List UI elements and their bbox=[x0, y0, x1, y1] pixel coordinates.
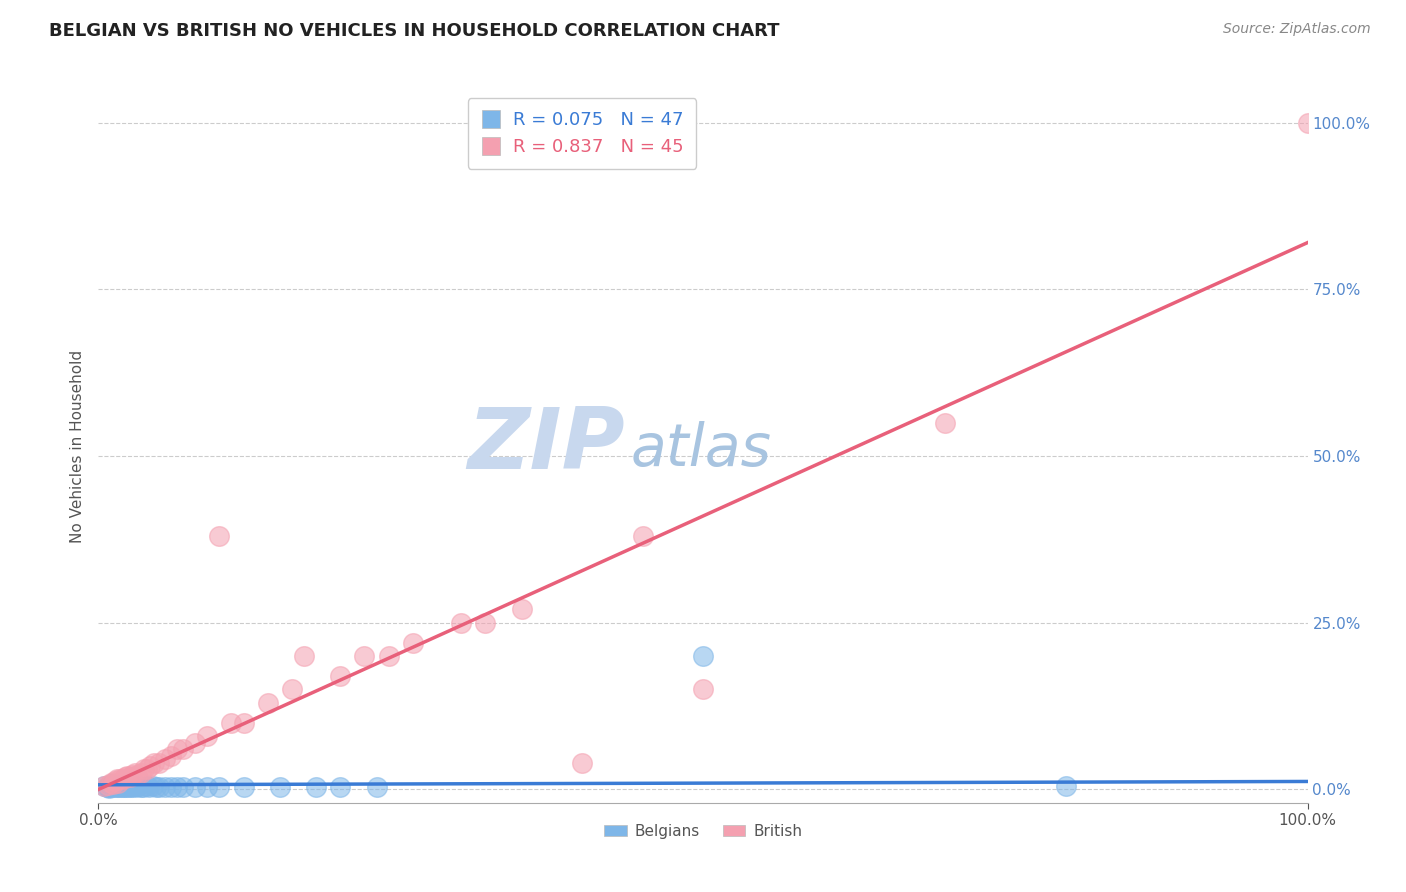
Point bbox=[142, 779, 165, 793]
Text: BELGIAN VS BRITISH NO VEHICLES IN HOUSEHOLD CORRELATION CHART: BELGIAN VS BRITISH NO VEHICLES IN HOUSEH… bbox=[49, 22, 780, 40]
Point bbox=[1296, 115, 1319, 129]
Point bbox=[366, 780, 388, 795]
Point bbox=[160, 780, 183, 794]
Text: Source: ZipAtlas.com: Source: ZipAtlas.com bbox=[1223, 22, 1371, 37]
Point bbox=[115, 779, 138, 793]
Point bbox=[129, 765, 152, 780]
Point bbox=[139, 759, 162, 773]
Point bbox=[510, 602, 533, 616]
Point bbox=[153, 752, 176, 766]
Point bbox=[125, 780, 148, 794]
Point bbox=[195, 729, 218, 743]
Text: ZIP: ZIP bbox=[467, 404, 624, 488]
Point bbox=[114, 780, 136, 794]
Point bbox=[221, 715, 243, 730]
Point bbox=[195, 780, 218, 795]
Point bbox=[107, 780, 129, 795]
Point bbox=[96, 780, 118, 795]
Point bbox=[110, 780, 132, 794]
Point bbox=[1054, 779, 1077, 793]
Point bbox=[127, 768, 149, 782]
Point bbox=[135, 763, 157, 777]
Point bbox=[474, 615, 496, 630]
Point bbox=[305, 780, 328, 795]
Point bbox=[208, 529, 231, 543]
Point bbox=[104, 779, 127, 793]
Point bbox=[402, 636, 425, 650]
Point bbox=[329, 780, 352, 795]
Point bbox=[93, 779, 115, 793]
Point bbox=[353, 649, 375, 664]
Point bbox=[256, 696, 278, 710]
Point bbox=[118, 771, 141, 785]
Point bbox=[631, 529, 654, 543]
Point bbox=[692, 682, 714, 697]
Point bbox=[100, 776, 122, 790]
Point bbox=[101, 777, 124, 791]
Point bbox=[121, 768, 143, 782]
Point bbox=[269, 780, 291, 795]
Point bbox=[692, 649, 714, 664]
Point bbox=[138, 780, 160, 794]
Point bbox=[450, 615, 472, 630]
Point bbox=[166, 780, 188, 794]
Point bbox=[100, 777, 122, 791]
Point bbox=[108, 772, 131, 787]
Point bbox=[571, 756, 593, 770]
Point bbox=[104, 774, 127, 789]
Point bbox=[118, 780, 141, 794]
Point bbox=[124, 779, 146, 793]
Text: atlas: atlas bbox=[630, 421, 772, 478]
Point bbox=[208, 780, 231, 795]
Point bbox=[127, 779, 149, 793]
Point bbox=[135, 779, 157, 793]
Point bbox=[184, 780, 207, 794]
Point bbox=[107, 776, 129, 790]
Point bbox=[118, 779, 141, 793]
Point bbox=[97, 779, 120, 793]
Point bbox=[100, 780, 122, 795]
Point bbox=[329, 669, 352, 683]
Point bbox=[108, 779, 131, 793]
Point bbox=[114, 771, 136, 785]
Point bbox=[98, 781, 121, 796]
Point bbox=[166, 742, 188, 756]
Point bbox=[232, 715, 254, 730]
Point bbox=[281, 682, 304, 697]
Point bbox=[93, 779, 115, 793]
Point bbox=[292, 649, 315, 664]
Point bbox=[160, 749, 183, 764]
Point bbox=[117, 769, 139, 783]
Point bbox=[112, 779, 135, 793]
Point bbox=[934, 416, 956, 430]
Point bbox=[377, 649, 399, 664]
Point bbox=[232, 780, 254, 795]
Point bbox=[129, 780, 152, 794]
Point bbox=[97, 780, 120, 794]
Point bbox=[117, 780, 139, 795]
Point bbox=[111, 772, 134, 787]
Point bbox=[172, 780, 194, 795]
Point bbox=[184, 736, 207, 750]
Point bbox=[134, 763, 156, 777]
Point bbox=[132, 780, 155, 795]
Point bbox=[105, 772, 128, 787]
Legend: Belgians, British: Belgians, British bbox=[598, 818, 808, 845]
Point bbox=[108, 778, 131, 792]
Point bbox=[172, 742, 194, 756]
Point bbox=[148, 756, 170, 770]
Y-axis label: No Vehicles in Household: No Vehicles in Household bbox=[69, 350, 84, 542]
Point bbox=[103, 780, 125, 795]
Point bbox=[124, 765, 146, 780]
Point bbox=[101, 779, 124, 793]
Point bbox=[153, 780, 176, 794]
Point bbox=[111, 780, 134, 795]
Point bbox=[120, 779, 142, 793]
Point bbox=[143, 756, 166, 770]
Point bbox=[105, 780, 128, 794]
Point bbox=[121, 780, 143, 795]
Point bbox=[148, 780, 170, 794]
Point bbox=[145, 780, 167, 795]
